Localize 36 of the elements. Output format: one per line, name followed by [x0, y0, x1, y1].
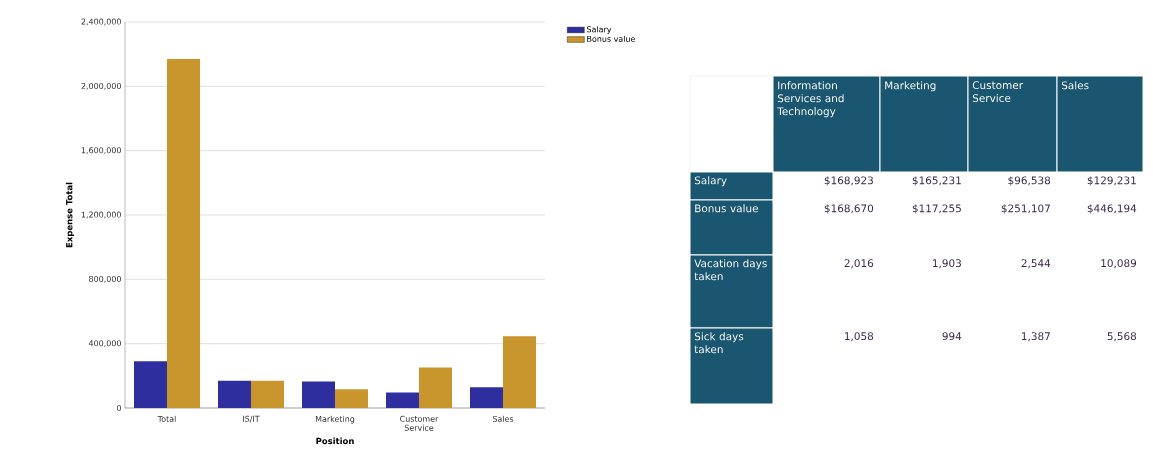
y-axis-title: Expense Total: [65, 182, 75, 248]
text: $117,255: [912, 204, 961, 214]
category-label: Salary: [694, 176, 727, 187]
x-axis-title: Position: [316, 437, 354, 445]
text: 1,903: [933, 259, 961, 269]
bar: [302, 381, 335, 408]
bar: [134, 361, 167, 408]
category-label: Marketing: [885, 81, 936, 92]
text: 10,089: [1101, 259, 1137, 269]
text: $129,231: [1087, 176, 1136, 186]
text: $168,923: [824, 176, 873, 186]
text: 994: [942, 332, 962, 341]
text: 2,544: [1021, 259, 1051, 269]
bar: [167, 58, 200, 408]
category-label: Sick days taken: [694, 332, 744, 354]
text: 1,058: [845, 332, 874, 342]
bar: [335, 389, 368, 408]
text: 5,568: [1107, 332, 1137, 342]
bar: [503, 336, 536, 408]
bar: [251, 380, 284, 408]
category-label: Sales: [1061, 81, 1089, 90]
text: $168,670: [824, 204, 874, 214]
category-label: Information Services and Technology: [777, 81, 844, 118]
category-label: Bonus value: [695, 204, 758, 213]
text: $251,107: [1001, 204, 1050, 214]
text: $446,194: [1087, 204, 1137, 214]
text: $165,231: [912, 176, 961, 186]
bar: [386, 392, 419, 408]
bar: [470, 387, 503, 408]
text: 2,016: [844, 259, 874, 269]
category-label: Customer Service: [972, 81, 1024, 103]
text: 1,387: [1022, 332, 1050, 342]
bar: [218, 380, 251, 408]
text: $96,538: [1008, 176, 1051, 186]
bar: [419, 367, 452, 408]
category-label: Vacation days taken: [694, 259, 767, 281]
